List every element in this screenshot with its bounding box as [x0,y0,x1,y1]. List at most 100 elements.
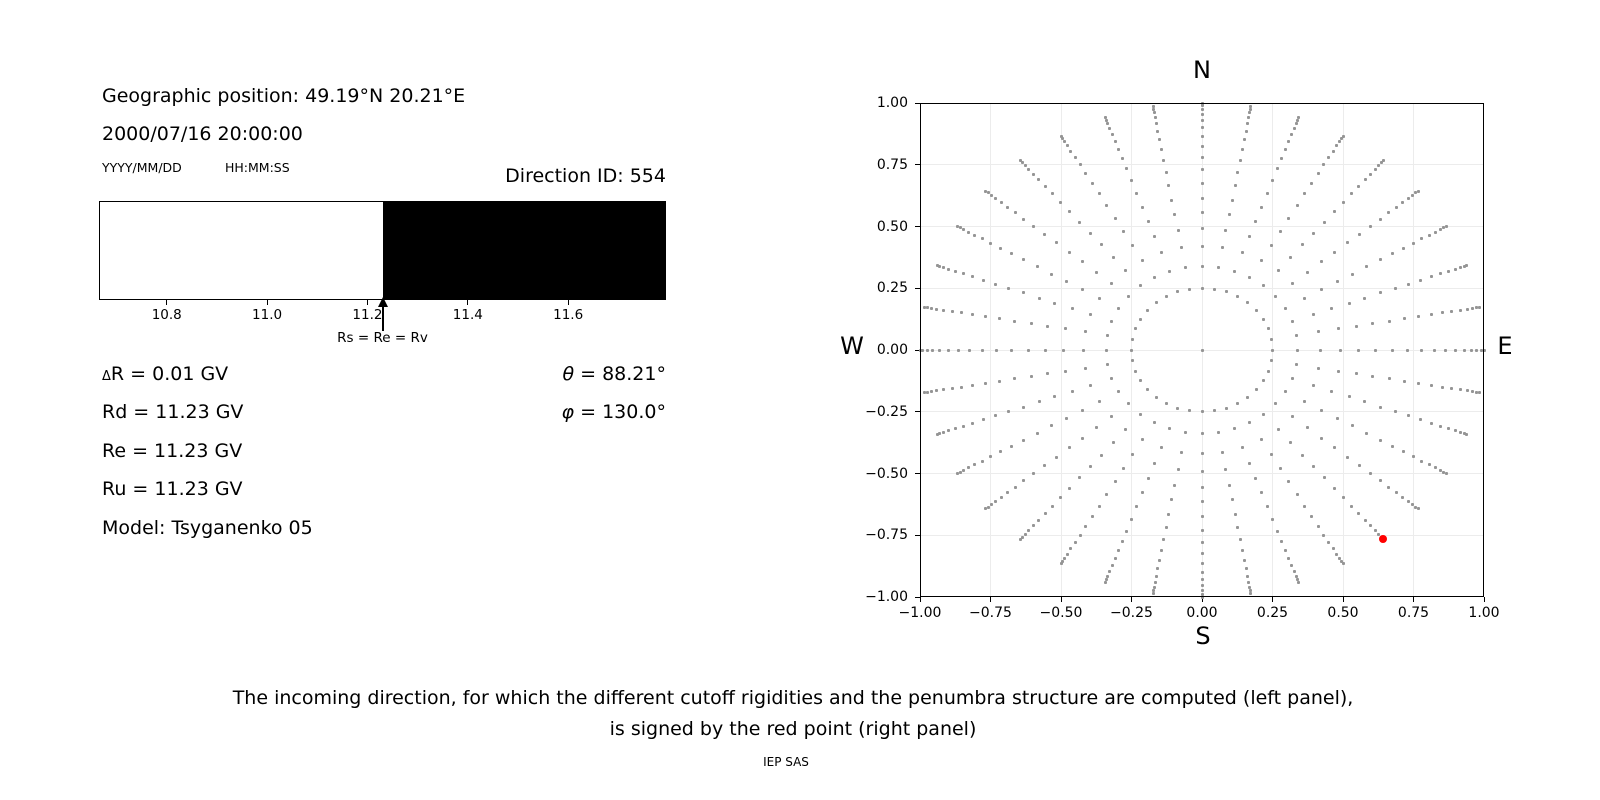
direction-dot [1135,505,1139,509]
direction-dot [1089,383,1093,387]
direction-dot [925,390,929,394]
direction-dot [1420,348,1424,352]
direction-dot [1294,122,1298,126]
direction-dot [1160,549,1164,553]
direction-dot [1368,472,1372,476]
direction-dot [1427,463,1431,467]
direction-dot [922,305,926,309]
direction-dot [1067,446,1071,450]
direction-dot [1104,116,1108,120]
x-axis-tick [1060,597,1062,602]
direction-dot [1200,118,1204,122]
direction-dot [1291,415,1295,419]
direction-dot [1158,138,1162,142]
direction-dot [967,230,971,234]
direction-dot [1031,172,1035,176]
direction-dot [1322,533,1326,537]
caption-line-2: is signed by the red point (right panel) [609,718,977,740]
direction-dot [1065,144,1069,148]
direction-dot [1333,250,1337,254]
direction-dot [1117,390,1121,394]
direction-dot [1019,159,1023,163]
y-axis-tick [915,287,920,289]
direction-dot [1244,567,1248,571]
direction-dot [1097,504,1101,508]
direction-dot [1462,264,1466,268]
direction-dot [950,387,954,391]
direction-dot [1270,179,1274,183]
x-axis-tick-label: −1.00 [898,605,942,621]
direction-dot [1022,258,1026,262]
direction-dot [1007,286,1011,290]
direction-dot [1322,220,1326,224]
direction-dot [1037,296,1041,300]
direction-dot [1331,547,1335,551]
direction-dot [1099,453,1103,457]
direction-dot [1270,517,1274,521]
x-axis-tick-label: 0.25 [1256,605,1289,621]
direction-dot [1341,200,1345,204]
direction-dot [1290,132,1294,136]
direction-dot [1387,485,1391,489]
direction-dot [1259,491,1263,495]
direction-dot [1070,389,1074,393]
direction-dot [1021,405,1025,409]
direction-dot [1200,144,1204,148]
direction-dot [1031,524,1035,528]
direction-dot [1444,472,1448,475]
direction-dot [986,191,990,195]
direction-dot [1240,549,1244,553]
direction-dot [1332,210,1336,214]
direction-dot [989,503,993,507]
direction-dot [1152,421,1156,425]
direction-dot [999,496,1003,500]
direction-dot [1247,116,1251,120]
direction-dot [1233,269,1237,273]
grid-line-horizontal [920,473,1484,474]
direction-dot [1152,585,1156,589]
direction-dot [1336,369,1340,373]
direction-dot [1152,111,1156,115]
direction-dot [1416,189,1420,193]
direction-dot [1027,167,1031,171]
direction-dot [1158,558,1162,562]
penumbra-band [99,201,666,300]
direction-dot [1164,170,1168,174]
direction-dot [1358,464,1362,468]
direction-dot [1336,279,1340,283]
direction-dot [1155,395,1159,399]
direction-dot [1296,580,1300,584]
direction-dot [1138,412,1142,416]
direction-dot [1200,485,1204,489]
direction-dot [1278,467,1282,471]
direction-dot [938,264,942,268]
direction-dot [1159,445,1163,449]
direction-dot [1254,477,1258,481]
direction-dot [1403,317,1407,321]
y-axis-tick [915,596,920,598]
direction-dot [1330,307,1334,311]
direction-dot [1200,452,1204,456]
direction-dot [1322,476,1326,480]
direction-dot [1233,184,1237,188]
direction-dot [993,282,997,286]
direction-dot [1450,387,1454,391]
direction-dot [1390,444,1394,448]
direction-dot [1327,541,1331,545]
direction-dot [938,432,942,436]
direction-dot [973,463,977,467]
direction-dot [967,348,971,352]
direction-dot [1200,196,1204,200]
direction-dot [1429,313,1433,317]
direction-dot [1254,219,1258,223]
time-format-label: HH:MM:SS [225,160,290,175]
direction-dot [971,313,975,317]
direction-dot [1141,491,1145,495]
direction-dot [1060,560,1064,564]
direction-dot [1089,232,1093,236]
direction-dot [1287,139,1291,143]
direction-dot [1110,319,1114,323]
direction-dot [1227,483,1231,487]
direction-dot [1010,252,1013,256]
direction-dot [981,278,985,282]
